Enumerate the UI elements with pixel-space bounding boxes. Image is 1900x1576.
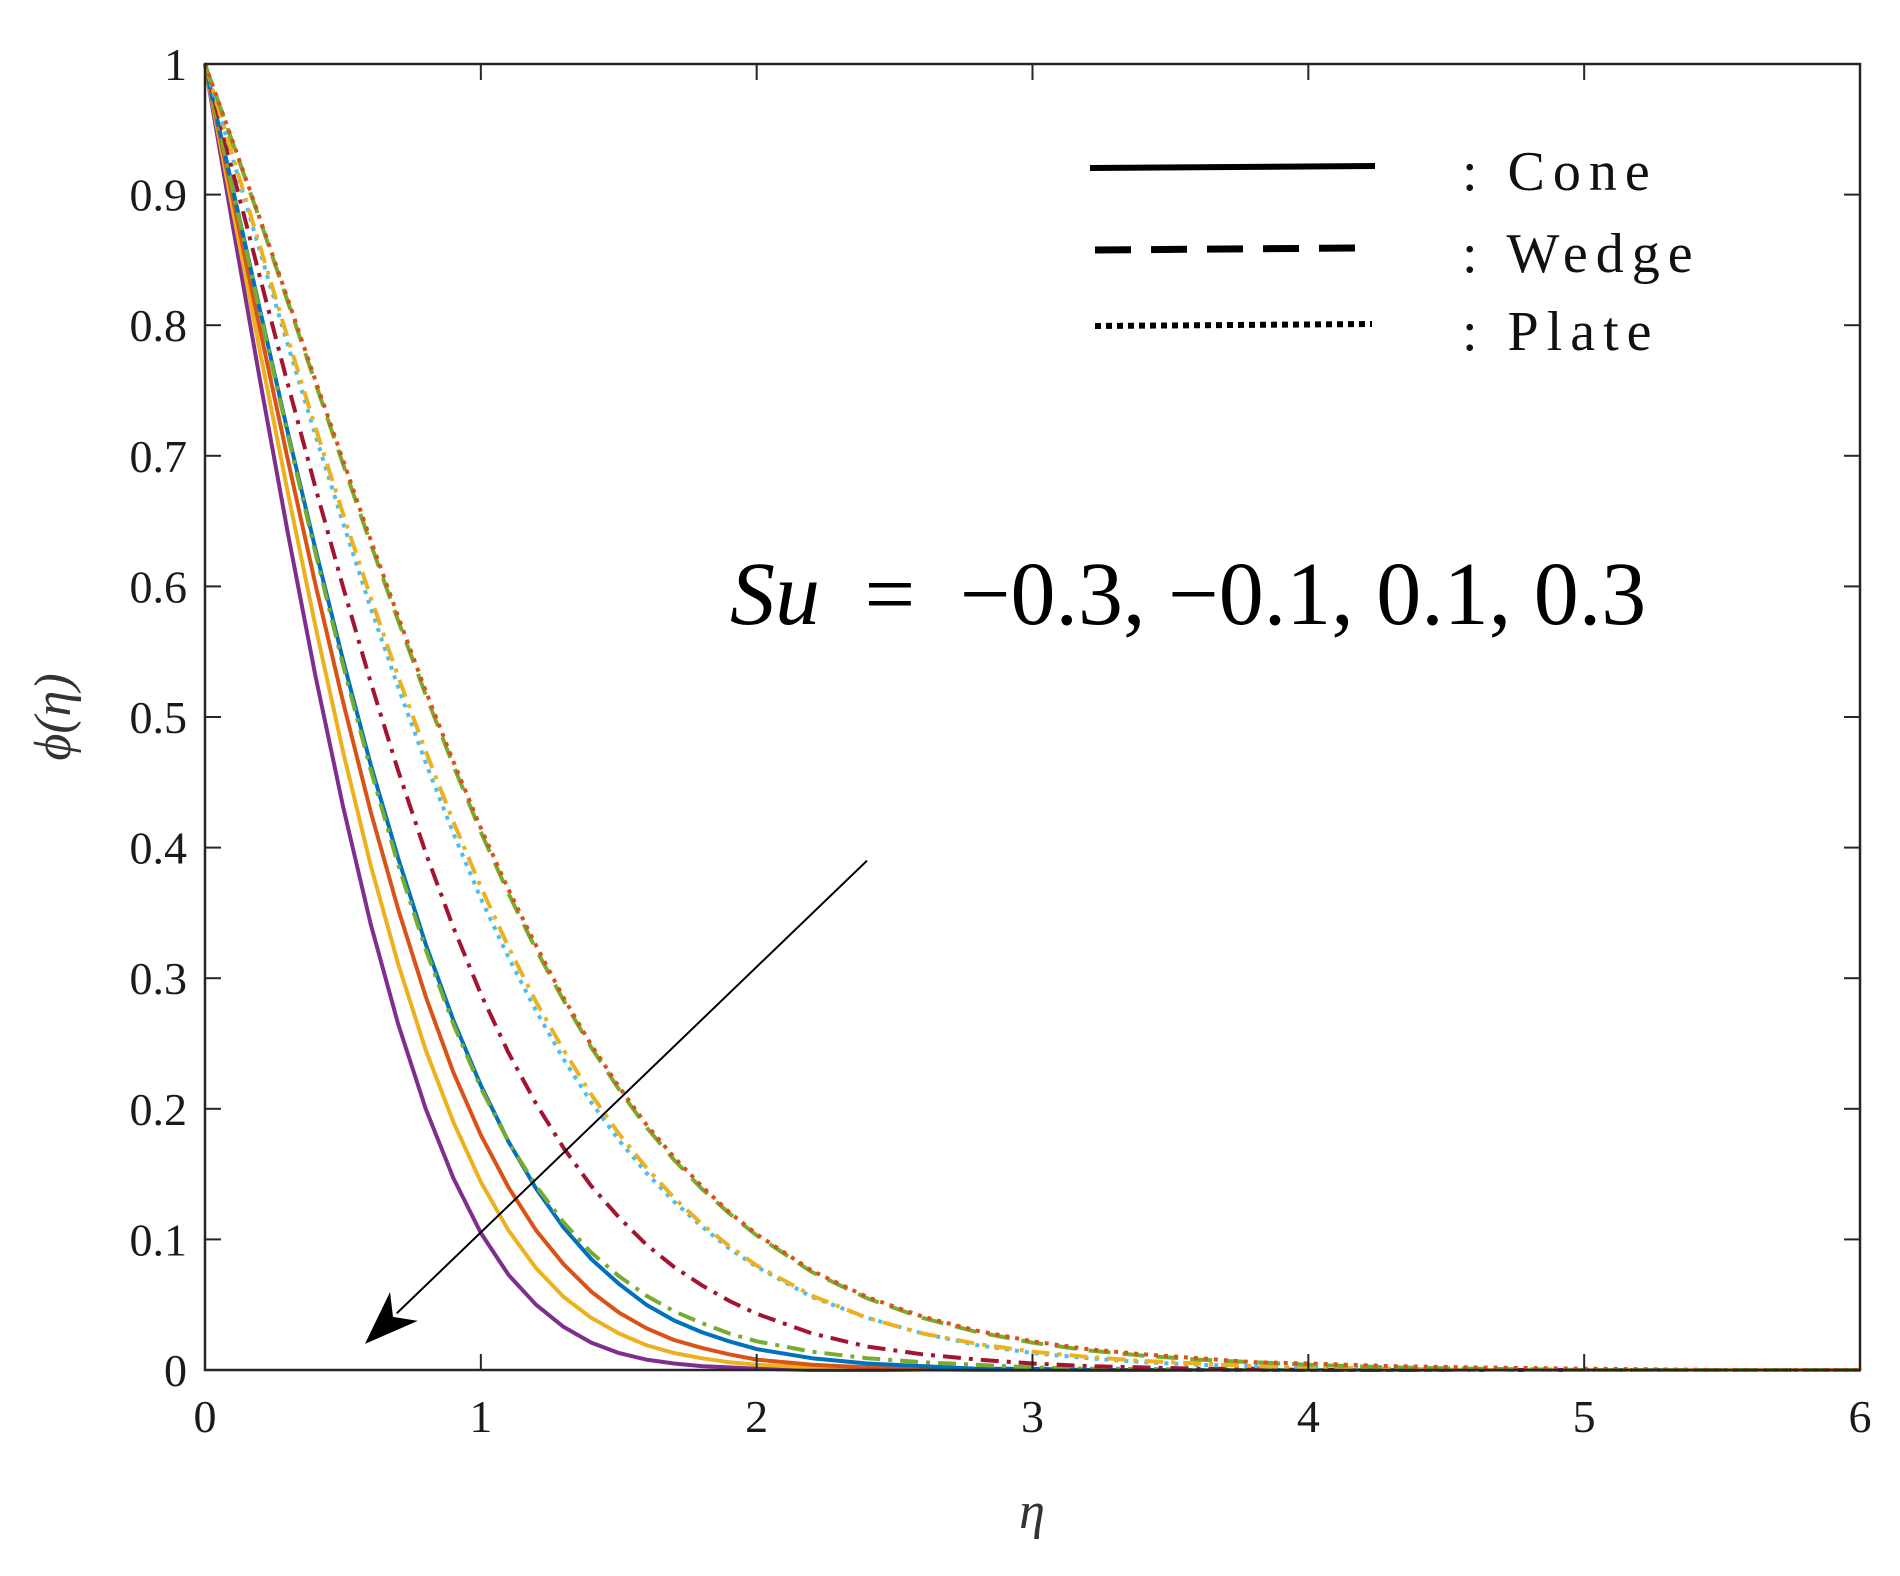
legend-label-plate: : Plate <box>1462 301 1660 363</box>
y-tick-label: 0.9 <box>130 170 188 221</box>
arrow-line <box>395 859 868 1315</box>
annotation-symbol: Su <box>730 545 820 644</box>
legend-label-wedge: : Wedge <box>1462 223 1701 285</box>
x-tick-label: 4 <box>1297 1391 1320 1442</box>
y-tick-label: 0.4 <box>130 823 188 874</box>
y-tick-label: 0.1 <box>130 1214 188 1265</box>
y-tick-label: 0.5 <box>130 692 188 743</box>
x-tick-label: 5 <box>1573 1391 1596 1442</box>
y-tick-label: 0.7 <box>130 431 188 482</box>
series-line <box>203 63 1860 1372</box>
y-tick-label: 0.3 <box>130 953 188 1004</box>
x-tick-label: 0 <box>194 1391 217 1442</box>
x-tick-label: 3 <box>1021 1391 1044 1442</box>
legend-line-plate <box>1094 321 1373 329</box>
y-tick-label: 0.2 <box>130 1084 188 1135</box>
plot-background <box>205 64 1860 1370</box>
y-tick-label: 1 <box>164 39 187 90</box>
x-tick-label: 2 <box>745 1391 768 1442</box>
annotation-equals: = <box>865 545 916 644</box>
x-tick-label: 1 <box>469 1391 492 1442</box>
series-layer <box>203 63 1860 1372</box>
legend: : Cone : Wedge : Plate <box>1089 141 1701 363</box>
legend-line-wedge <box>1094 244 1361 254</box>
legend-line-cone <box>1089 163 1376 171</box>
series-line <box>203 63 1860 1372</box>
y-tick-label: 0 <box>164 1345 187 1396</box>
annotation-su: Su = −0.3, −0.1, 0.1, 0.3 <box>730 545 1646 644</box>
y-tick-label: 0.8 <box>130 300 188 351</box>
y-axis-label: ϕ(η) <box>25 673 82 760</box>
arrow <box>364 859 868 1344</box>
y-tick-label: 0.6 <box>130 561 188 612</box>
x-axis-label: η <box>1019 1483 1045 1540</box>
legend-label-cone: : Cone <box>1462 141 1658 203</box>
arrow-head <box>364 1292 418 1344</box>
series-line <box>203 63 1860 1372</box>
ticks-layer: 0 1 2 3 4 5 6 0 0.1 0.2 0.3 0.4 0.5 0.6 0.7 0.8 0.9 1 <box>130 39 1872 1442</box>
x-tick-label: 6 <box>1849 1391 1872 1442</box>
annotation-values: −0.3, −0.1, 0.1, 0.3 <box>960 545 1647 644</box>
